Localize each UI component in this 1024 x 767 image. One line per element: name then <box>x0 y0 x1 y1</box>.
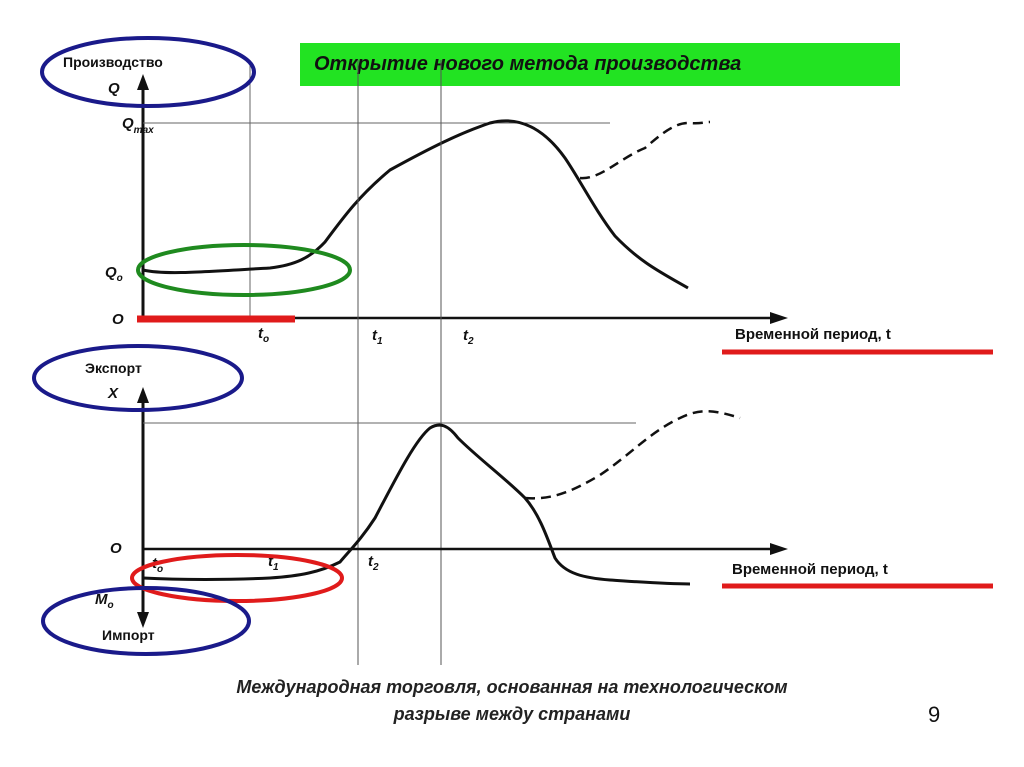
top-t2-label: t2 <box>463 327 474 347</box>
bottom-y-up-arrow-icon <box>137 387 149 403</box>
m0-label: Mo <box>95 591 114 611</box>
top-origin-label: O <box>112 311 124 328</box>
bottom-x-arrow-icon <box>770 543 788 555</box>
caption-line-1: Международная торговля, основанная на те… <box>236 677 788 697</box>
top-dashed-curve <box>579 120 711 180</box>
bottom-t2-label: t2 <box>368 553 379 573</box>
bottom-y-symbol: X <box>107 385 119 402</box>
bottom-graph: O to t1 t2 Временной период, t Mo Экспор… <box>85 360 888 643</box>
bottom-t1-label: t1 <box>268 553 279 573</box>
qmax-label: Qmax <box>122 115 154 136</box>
q0-label: Qo <box>105 264 123 284</box>
bottom-dashed-curve <box>524 410 741 500</box>
top-production-curve <box>142 119 689 290</box>
bottom-y-axis-label-export: Экспорт <box>85 360 142 376</box>
export-highlight-ellipse <box>32 344 244 412</box>
top-x-axis-label: Временной период, t <box>735 326 891 343</box>
top-y-axis-label: Производство <box>63 54 163 70</box>
import-highlight-ellipse <box>41 586 251 656</box>
bottom-y-down-arrow-icon <box>137 612 149 628</box>
bottom-trade-curve <box>142 423 691 586</box>
bottom-origin-label: O <box>110 540 122 557</box>
production-highlight-ellipse <box>40 36 256 108</box>
top-y-arrow-icon <box>137 74 149 90</box>
top-graph: Qmax Qo O to t1 t2 Временной период, t П… <box>63 54 891 347</box>
import-gap-highlight-ellipse <box>130 553 344 603</box>
top-t0-label: to <box>258 325 269 345</box>
page-number: 9 <box>928 702 941 727</box>
bottom-y-axis-label-import: Импорт <box>102 627 155 643</box>
top-y-symbol: Q <box>108 80 120 97</box>
title-banner: Открытие нового метода производства <box>300 43 900 86</box>
title-text: Открытие нового метода производства <box>314 53 742 75</box>
caption-line-2: разрыве между странами <box>393 704 631 724</box>
top-t1-label: t1 <box>372 327 383 347</box>
q0-highlight-ellipse <box>136 243 352 297</box>
bottom-x-axis-label: Временной период, t <box>732 561 888 578</box>
top-x-arrow-icon <box>770 312 788 324</box>
